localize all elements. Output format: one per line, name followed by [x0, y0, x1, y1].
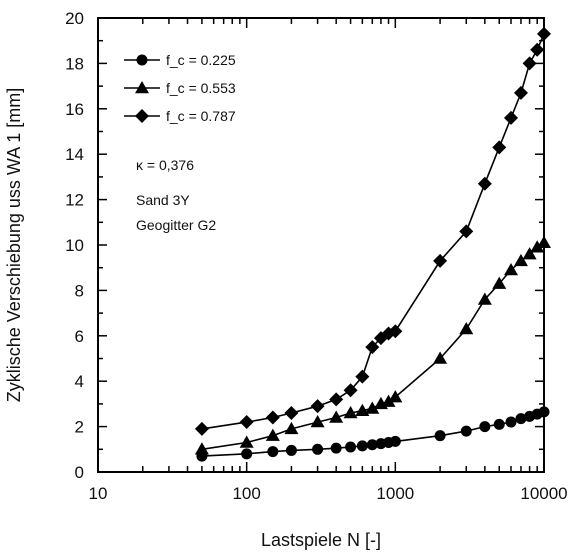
- legend-label: f_c = 0.553: [166, 80, 236, 96]
- data-point: [330, 442, 342, 454]
- y-tick-label: 14: [65, 145, 84, 164]
- data-point: [434, 430, 446, 442]
- data-point: [285, 444, 297, 456]
- x-tick-label: 100: [232, 484, 260, 503]
- series-line: [201, 33, 545, 430]
- y-tick-labels: 0 2 4 6 8 10 12 14 16 18 20: [65, 9, 84, 482]
- data-point: [267, 446, 279, 458]
- data-point: [513, 253, 528, 267]
- data-point: [265, 428, 280, 441]
- data-point: [504, 110, 519, 125]
- axis-ticks: [98, 18, 544, 472]
- data-point: [366, 439, 378, 451]
- data-point: [284, 421, 299, 435]
- data-point: [459, 224, 474, 239]
- data-point: [493, 418, 505, 430]
- y-tick-label: 2: [75, 418, 84, 437]
- data-point: [329, 392, 344, 407]
- x-tick-labels: 10 100 1000 10000: [89, 484, 568, 503]
- x-axis-title: Lastspiele N [-]: [261, 530, 381, 550]
- data-point: [356, 440, 368, 452]
- y-tick-label: 4: [75, 372, 84, 391]
- data-point: [345, 441, 357, 453]
- annotation-geogrid: Geogitter G2: [136, 217, 216, 233]
- data-point: [239, 415, 254, 430]
- data-point: [310, 415, 325, 428]
- data-point: [537, 235, 551, 248]
- data-point: [343, 405, 358, 419]
- data-point: [505, 416, 517, 428]
- series-layer: [194, 26, 551, 462]
- data-point: [433, 351, 448, 364]
- series-diamond: [194, 26, 551, 436]
- y-tick-label: 18: [65, 54, 84, 73]
- data-point: [265, 410, 280, 425]
- legend: f_c = 0.225 f_c = 0.553 f_c = 0.787: [124, 52, 236, 124]
- legend-label: f_c = 0.225: [166, 52, 236, 68]
- data-point: [194, 442, 209, 455]
- data-point: [504, 262, 519, 276]
- data-point: [538, 406, 550, 418]
- data-point: [433, 253, 448, 268]
- data-point: [388, 390, 403, 403]
- data-point: [365, 340, 380, 355]
- x-tick-label: 10000: [520, 484, 567, 503]
- data-point: [477, 176, 492, 191]
- y-axis-title: Zyklische Verschiebung uss WA 1 [mm]: [4, 88, 24, 402]
- y-tick-label: 0: [75, 463, 84, 482]
- data-point: [312, 443, 324, 455]
- data-point: [459, 321, 474, 335]
- annotation-sand: Sand 3Y: [136, 192, 190, 208]
- data-point: [477, 292, 492, 305]
- y-tick-label: 16: [65, 100, 84, 119]
- data-point: [515, 413, 527, 425]
- data-point: [530, 42, 545, 57]
- data-point: [343, 383, 358, 398]
- data-point: [492, 276, 507, 289]
- data-point: [513, 85, 528, 100]
- data-point: [284, 405, 299, 420]
- legend-marker: [136, 54, 148, 66]
- x-tick-label: 10: [89, 484, 108, 503]
- data-point: [492, 140, 507, 155]
- data-point: [522, 56, 537, 71]
- data-point: [194, 421, 209, 436]
- legend-item: f_c = 0.787: [124, 108, 236, 124]
- x-tick-label: 1000: [376, 484, 414, 503]
- y-tick-label: 6: [75, 327, 84, 346]
- data-point: [239, 435, 254, 448]
- y-tick-label: 10: [65, 236, 84, 255]
- y-tick-label: 20: [65, 9, 84, 28]
- data-point: [241, 448, 253, 460]
- data-point: [355, 369, 370, 384]
- series-circle: [196, 406, 550, 462]
- data-point: [381, 394, 396, 407]
- data-point: [530, 240, 545, 253]
- data-point: [479, 421, 491, 433]
- y-tick-label: 12: [65, 191, 84, 210]
- data-point: [522, 247, 537, 260]
- data-point: [460, 425, 472, 437]
- legend-marker: [135, 109, 149, 123]
- data-point: [388, 324, 403, 339]
- data-point: [329, 410, 344, 423]
- data-point: [310, 399, 325, 414]
- data-point: [365, 401, 380, 414]
- y-tick-label: 8: [75, 281, 84, 300]
- legend-marker: [135, 81, 149, 94]
- data-point: [389, 435, 401, 447]
- annotation-kappa: κ = 0,376: [136, 157, 194, 173]
- series-triangle: [194, 235, 551, 455]
- legend-label: f_c = 0.787: [166, 108, 236, 124]
- legend-item: f_c = 0.225: [124, 52, 236, 68]
- data-point: [537, 26, 551, 41]
- legend-item: f_c = 0.553: [124, 80, 236, 96]
